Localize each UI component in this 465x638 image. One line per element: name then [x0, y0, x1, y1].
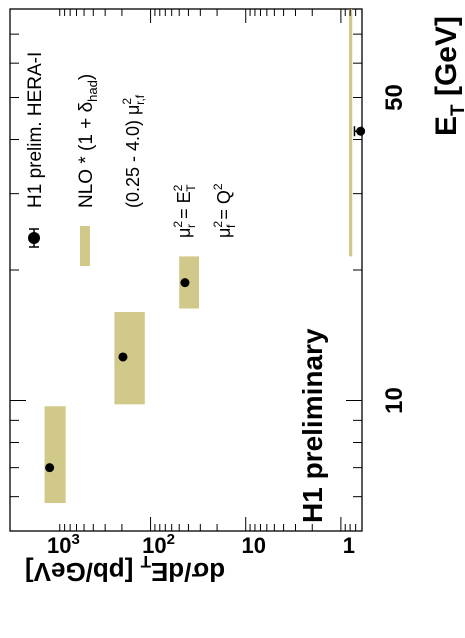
x-tick-label-50: 50 [381, 84, 408, 111]
legend-data-marker [28, 228, 40, 248]
legend-scale-variation: (0.25 - 4.0) μ2r,f [120, 94, 147, 208]
data-point-3 [356, 126, 366, 136]
nlo-band-1 [114, 312, 145, 405]
x-tick-label-10: 10 [381, 387, 408, 414]
y-tick-label-1: 1 [343, 533, 355, 558]
y-tick-label-100: 102 [142, 531, 175, 558]
y-tick-label-1000: 103 [47, 531, 80, 558]
y-axis-title: dσ/dET [pb/GeV] [25, 552, 225, 587]
legend-data-label: H1 prelim. HERA-I [25, 52, 46, 208]
legend: H1 prelim. HERA-I NLO * (1 + δhad) (0.25… [25, 52, 238, 266]
nlo-band-3 [349, 9, 353, 257]
data-point-1 [118, 352, 128, 362]
data-point-0 [45, 463, 55, 473]
legend-mur-definition: μ2r = E2T [171, 184, 198, 238]
nlo-band-0 [44, 406, 66, 504]
y-tick-label-10: 10 [241, 533, 265, 558]
legend-nlo-swatch [80, 226, 90, 266]
nlo-bands [44, 9, 353, 504]
annotation-h1-preliminary: H1 preliminary [297, 328, 328, 523]
legend-nlo-label: NLO * (1 + δhad) [76, 74, 100, 208]
legend-muf-definition: μ2f = Q2 [211, 183, 238, 238]
y-axis-ticks: 1 10 102 103 [47, 9, 363, 558]
x-axis-title: ET [GeV] [430, 16, 465, 136]
data-points [45, 126, 366, 473]
data-point-2 [180, 278, 190, 288]
x-axis-ticks: 10 50 [10, 8, 408, 532]
